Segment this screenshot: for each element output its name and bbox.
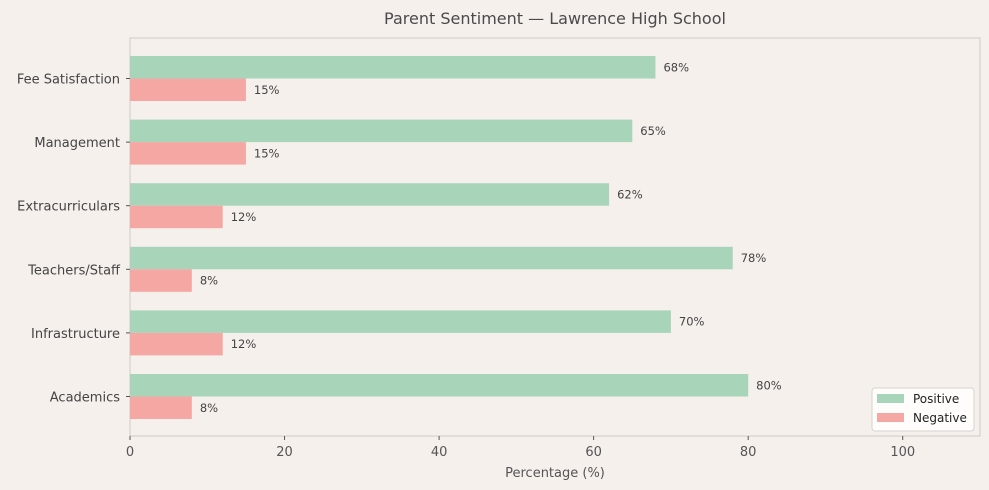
category-label-extracurriculars: Extracurriculars <box>17 200 120 215</box>
x-axis-ticks: 0 20 40 60 80 100 <box>126 436 915 460</box>
bars-layer: 68% 15% 65% 15% 62% 12% 78% 8% 70% 12% 80% 8% <box>130 56 782 419</box>
x-tick-label-0: 0 <box>126 445 134 460</box>
bar-negative-fee-satisfaction <box>130 78 246 101</box>
value-label-negative-academics: 8% <box>200 401 218 415</box>
value-label-negative-infrastructure: 12% <box>231 337 257 351</box>
bar-positive-management <box>130 119 633 143</box>
x-tick-label-20: 20 <box>276 445 293 460</box>
bar-negative-extracurriculars <box>130 205 223 229</box>
category-label-infrastructure: Infrastructure <box>31 327 120 342</box>
chart-title: Parent Sentiment — Lawrence High School <box>384 9 726 28</box>
value-label-negative-extracurriculars: 12% <box>231 210 257 224</box>
legend-label-negative: Negative <box>913 411 967 425</box>
bar-negative-management <box>130 142 246 165</box>
legend-swatch-positive <box>877 394 904 403</box>
value-label-positive-extracurriculars: 62% <box>617 187 643 201</box>
value-label-negative-teachers-staff: 8% <box>200 274 218 288</box>
legend: Positive Negative <box>871 387 975 432</box>
category-label-fee-satisfaction: Fee Satisfaction <box>17 73 120 88</box>
x-axis-label: Percentage (%) <box>505 466 605 481</box>
bar-negative-teachers-staff <box>130 269 192 292</box>
x-tick-label-60: 60 <box>585 445 602 460</box>
legend-swatch-negative <box>877 413 904 422</box>
bar-positive-teachers-staff <box>130 246 733 270</box>
x-tick-label-80: 80 <box>740 445 757 460</box>
bar-positive-fee-satisfaction <box>130 56 656 79</box>
value-label-positive-academics: 80% <box>756 378 782 392</box>
category-label-academics: Academics <box>50 391 120 406</box>
value-label-positive-teachers-staff: 78% <box>741 251 767 265</box>
category-label-teachers-staff: Teachers/Staff <box>27 263 121 278</box>
bar-positive-academics <box>130 374 749 397</box>
value-label-positive-infrastructure: 70% <box>679 315 705 329</box>
bar-negative-academics <box>130 396 192 419</box>
value-label-positive-management: 65% <box>640 124 666 138</box>
x-tick-label-100: 100 <box>890 445 915 460</box>
plot-area <box>129 37 981 437</box>
value-label-positive-fee-satisfaction: 68% <box>663 60 689 74</box>
bar-positive-infrastructure <box>130 310 671 333</box>
value-label-negative-fee-satisfaction: 15% <box>254 83 280 97</box>
bar-negative-infrastructure <box>130 332 223 356</box>
bar-positive-extracurriculars <box>130 183 610 206</box>
y-axis-categories: Fee Satisfaction Management Extracurricula… <box>17 73 130 406</box>
legend-label-positive: Positive <box>913 392 959 406</box>
x-tick-label-40: 40 <box>431 445 448 460</box>
category-label-management: Management <box>34 136 120 151</box>
value-label-negative-management: 15% <box>254 146 280 160</box>
